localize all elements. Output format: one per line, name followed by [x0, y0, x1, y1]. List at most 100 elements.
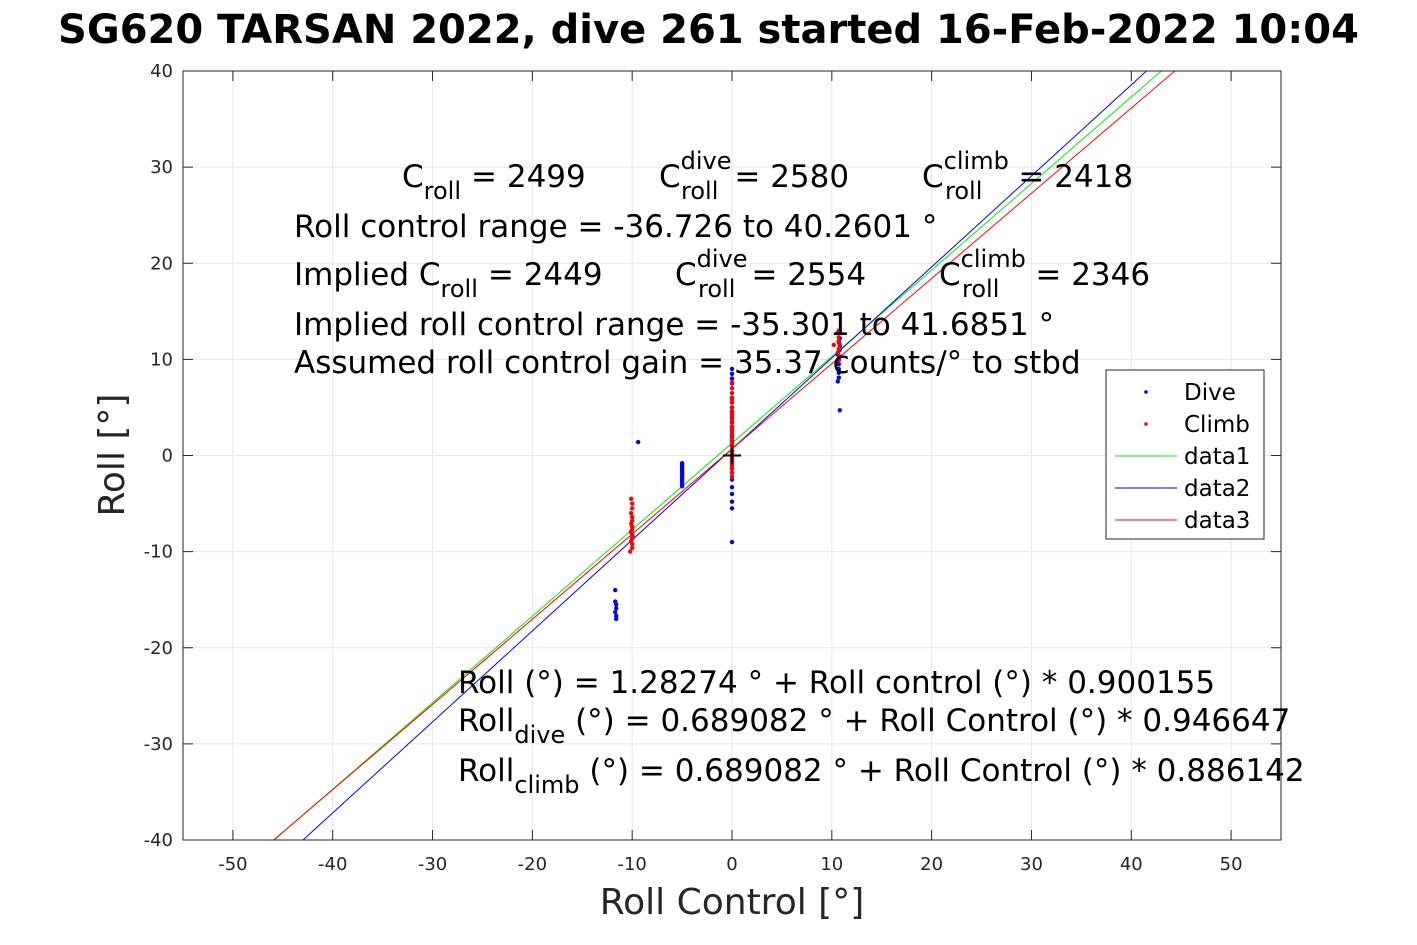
origin-marker	[723, 446, 741, 465]
point-climb	[729, 426, 735, 431]
annotation-implied-range: Implied roll control range = -35.301 to …	[294, 307, 1054, 343]
annotation-roll-control-range: Roll control range = -36.726 to 40.2601 …	[294, 209, 937, 245]
point-climb	[628, 529, 634, 534]
point-dive	[613, 587, 618, 593]
legend: Dive Climb data1 data2 data3	[1105, 369, 1265, 540]
point-dive	[729, 371, 735, 376]
point-climb	[836, 328, 842, 333]
annotations: Croll = 2499 Cdive roll = 2580 Cclimb roll = …	[294, 147, 1305, 799]
legend-box	[1105, 369, 1265, 540]
legend-marker-dive	[1144, 390, 1148, 394]
point-climb	[729, 441, 735, 447]
point-dive	[836, 375, 842, 380]
point-climb	[629, 514, 635, 520]
point-dive	[679, 471, 685, 476]
point-climb	[729, 397, 735, 402]
annotation-fit-all: Roll (°) = 1.28274 ° + Roll control (°) …	[458, 665, 1215, 701]
point-climb	[729, 435, 735, 441]
x-tick-label: 20	[920, 854, 943, 875]
annotation-gain: Assumed roll control gain = 35.37 counts…	[294, 345, 1081, 381]
x-tick-label: 0	[726, 854, 737, 875]
point-climb	[628, 496, 634, 501]
point-dive	[729, 485, 735, 490]
x-tick-label: -20	[518, 854, 547, 875]
point-climb	[729, 432, 735, 437]
point-climb	[629, 545, 635, 550]
x-tick-label: 40	[1120, 854, 1143, 875]
point-climb	[836, 338, 842, 344]
figure-title: SG620 TARSAN 2022, dive 261 started 16-F…	[58, 7, 1359, 53]
point-climb	[630, 535, 636, 540]
legend-label-data2: data2	[1184, 476, 1250, 502]
point-climb	[837, 342, 843, 348]
point-dive	[835, 379, 841, 384]
point-climb	[835, 350, 841, 355]
axis-ticks: -50 -40 -30 -20 -10 0 10 20 30 40 50 -40 -30 -20 -10 0 1…	[144, 61, 1281, 875]
point-dive	[836, 361, 842, 367]
point-dive	[729, 506, 735, 511]
annotation-implied-c-roll-dive: Cdive roll = 2554	[675, 245, 866, 303]
point-climb	[729, 466, 735, 472]
point-climb	[629, 501, 635, 506]
point-dive	[613, 599, 618, 604]
point-dive	[837, 408, 843, 413]
legend-label-dive: Dive	[1184, 380, 1236, 406]
y-axis-label: Roll [°]	[92, 394, 133, 517]
point-climb	[836, 335, 842, 340]
point-dive	[836, 366, 842, 372]
point-climb	[729, 474, 735, 479]
y-tick-label: -20	[144, 638, 173, 659]
annotation-c-roll: Croll = 2499	[402, 159, 586, 205]
point-dive	[679, 461, 685, 467]
legend-label-climb: Climb	[1184, 412, 1250, 438]
point-climb	[837, 354, 843, 359]
point-climb	[629, 506, 635, 511]
y-tick-label: 10	[150, 349, 173, 370]
annotation-c-roll-dive: Cdive roll = 2580	[659, 147, 849, 205]
point-climb	[729, 405, 735, 410]
point-climb	[729, 390, 735, 396]
y-tick-label: -40	[144, 830, 173, 851]
annotation-implied-c-roll: Implied Croll = 2449	[294, 257, 603, 303]
point-dive	[729, 366, 735, 372]
point-dive	[729, 539, 735, 545]
point-dive	[729, 499, 735, 504]
point-dive	[836, 370, 842, 376]
point-climb	[836, 358, 842, 363]
point-climb	[729, 416, 735, 422]
x-tick-label: -40	[318, 854, 347, 875]
point-climb	[729, 411, 735, 416]
point-dive	[614, 606, 619, 611]
x-tick-label: -10	[617, 854, 646, 875]
point-climb	[831, 342, 837, 348]
x-tick-label: -30	[418, 854, 447, 875]
point-dive	[613, 609, 618, 615]
legend-label-data1: data1	[1184, 444, 1250, 470]
point-dive	[679, 484, 685, 489]
point-dive	[635, 439, 641, 445]
data-points	[613, 328, 843, 622]
x-tick-label: 30	[1020, 854, 1043, 875]
y-tick-label: 0	[162, 446, 173, 467]
annotation-c-roll-climb: Cclimb roll = 2418	[922, 147, 1133, 205]
point-climb	[729, 470, 735, 476]
x-tick-label: -50	[218, 854, 247, 875]
annotation-fit-dive: Rolldive (°) = 0.689082 ° + Roll Control…	[458, 703, 1290, 749]
point-climb	[729, 386, 735, 391]
point-climb	[629, 541, 635, 547]
point-dive	[729, 376, 735, 381]
legend-label-data3: data3	[1184, 508, 1250, 534]
annotation-fit-climb: Rollclimb (°) = 0.689082 ° + Roll Contro…	[458, 753, 1305, 799]
point-climb	[628, 510, 634, 516]
point-dive	[614, 616, 619, 622]
point-climb	[627, 549, 633, 554]
point-climb	[729, 380, 735, 385]
point-climb	[836, 346, 842, 352]
x-tick-label: 50	[1220, 854, 1243, 875]
x-tick-label: 10	[820, 854, 843, 875]
point-dive	[729, 491, 735, 497]
y-tick-label: 20	[150, 253, 173, 274]
y-tick-label: 40	[150, 61, 173, 82]
x-axis-label: Roll Control [°]	[600, 882, 865, 923]
legend-marker-climb	[1144, 422, 1148, 426]
